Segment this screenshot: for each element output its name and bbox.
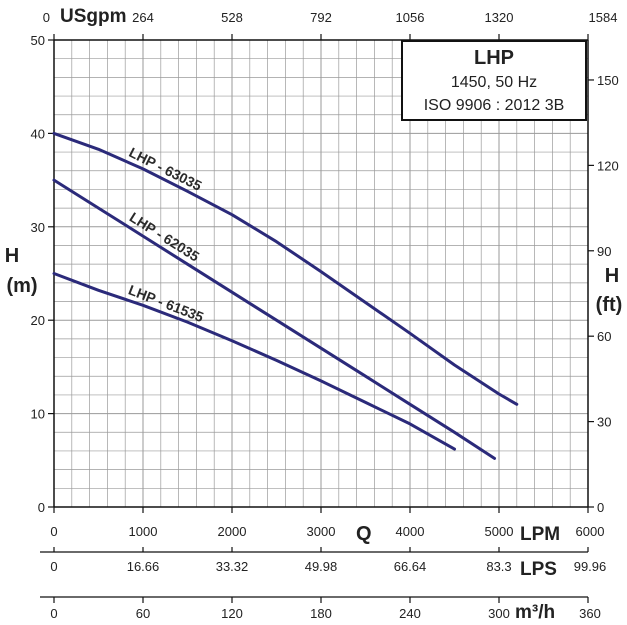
top-tick-label: 1056 [396,10,425,25]
x-axis-unit-label: LPM [520,524,560,545]
left-tick-label: 20 [31,313,45,328]
legend-box: LHP 1450, 50 Hz ISO 9906 : 2012 3B [401,40,587,121]
x-tick-label: 3000 [307,524,336,539]
top-tick-label: 0 [43,10,50,25]
lps-tick-label: 83.3 [486,559,511,574]
m3h-tick-label: 300 [488,606,510,621]
right-axis-unit: (ft) [596,294,623,316]
left-tick-label: 40 [31,126,45,141]
top-tick-label: 528 [221,10,243,25]
right-axis-title: H [605,265,619,287]
top-tick-label: 264 [132,10,154,25]
x-axis-title: Q [356,523,372,545]
top-tick-label: 1320 [485,10,514,25]
right-tick-label: 0 [597,500,604,515]
m3h-tick-label: 60 [136,606,150,621]
left-axis-unit: (m) [6,275,37,297]
right-tick-label: 120 [597,158,619,173]
m3h-tick-label: 240 [399,606,421,621]
legend-line-2: ISO 9906 : 2012 3B [424,97,565,114]
x-tick-label: 2000 [218,524,247,539]
top-tick-label: 792 [310,10,332,25]
m3h-tick-label: 180 [310,606,332,621]
x-tick-label: 0 [50,524,57,539]
x-tick-label: 6000 [576,524,605,539]
lps-tick-label: 16.66 [127,559,160,574]
curves [52,131,519,460]
lps-axis-unit-label: LPS [520,559,557,580]
m3h-tick-label: 120 [221,606,243,621]
pump-curve-1 [52,131,519,406]
x-tick-label: 4000 [396,524,425,539]
legend-line-1: 1450, 50 Hz [451,74,537,91]
x-tick-label: 5000 [485,524,514,539]
right-tick-label: 30 [597,415,611,430]
legend-title: LHP [474,47,514,69]
left-tick-label: 30 [31,220,45,235]
m3h-tick-label: 0 [50,606,57,621]
right-tick-label: 60 [597,329,611,344]
lps-tick-label: 66.64 [394,559,427,574]
pump-curve-3 [52,272,456,451]
top-axis-unit-label: USgpm [60,6,127,27]
lps-tick-label: 99.96 [574,559,607,574]
m3h-tick-label: 360 [579,606,601,621]
right-tick-label: 150 [597,73,619,88]
right-tick-label: 90 [597,244,611,259]
left-tick-label: 0 [38,500,45,515]
left-tick-label: 50 [31,33,45,48]
lps-tick-label: 49.98 [305,559,338,574]
lps-tick-label: 0 [50,559,57,574]
m3h-axis-unit-label: m³/h [515,602,555,623]
left-tick-label: 10 [31,407,45,422]
lps-tick-label: 33.32 [216,559,249,574]
grid [53,39,589,508]
pump-curve-2 [52,178,496,460]
x-tick-label: 1000 [129,524,158,539]
left-axis-title: H [5,245,19,267]
top-tick-label: 1584 [589,10,618,25]
